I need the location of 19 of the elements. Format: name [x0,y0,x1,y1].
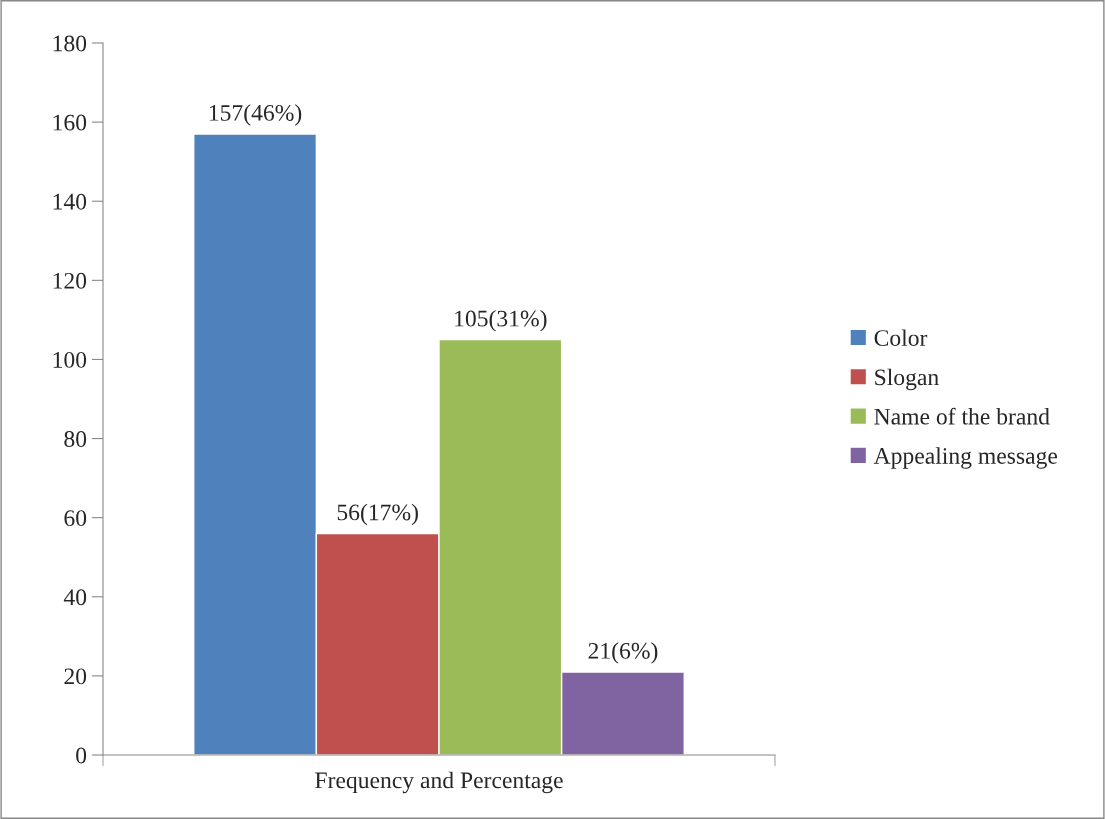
legend-label: Appealing message [873,447,1058,469]
y-tick-label: 180 [53,35,87,52]
y-tick-label: 140 [53,193,87,210]
data-label: 21(6%) [588,642,658,664]
legend-label: Slogan [875,368,939,391]
y-tick-label: 40 [63,589,87,606]
y-tick-label: 100 [53,351,87,368]
y-tick-label: 0 [76,747,87,764]
legend-label: Name of the brand [874,407,1050,425]
legend-label: Color [874,329,928,347]
y-tick-label: 160 [53,114,87,131]
y-tick-label: 80 [64,431,87,447]
data-label: 105(31%) [455,309,547,332]
x-tick-label: Frequency and Percentage [315,771,563,794]
data-label: 56(17%) [337,503,418,526]
y-tick-label: 60 [64,510,87,527]
y-tick-label: 20 [64,668,87,685]
y-tick-label: 120 [53,272,87,289]
data-label: 157(46%) [209,104,302,126]
